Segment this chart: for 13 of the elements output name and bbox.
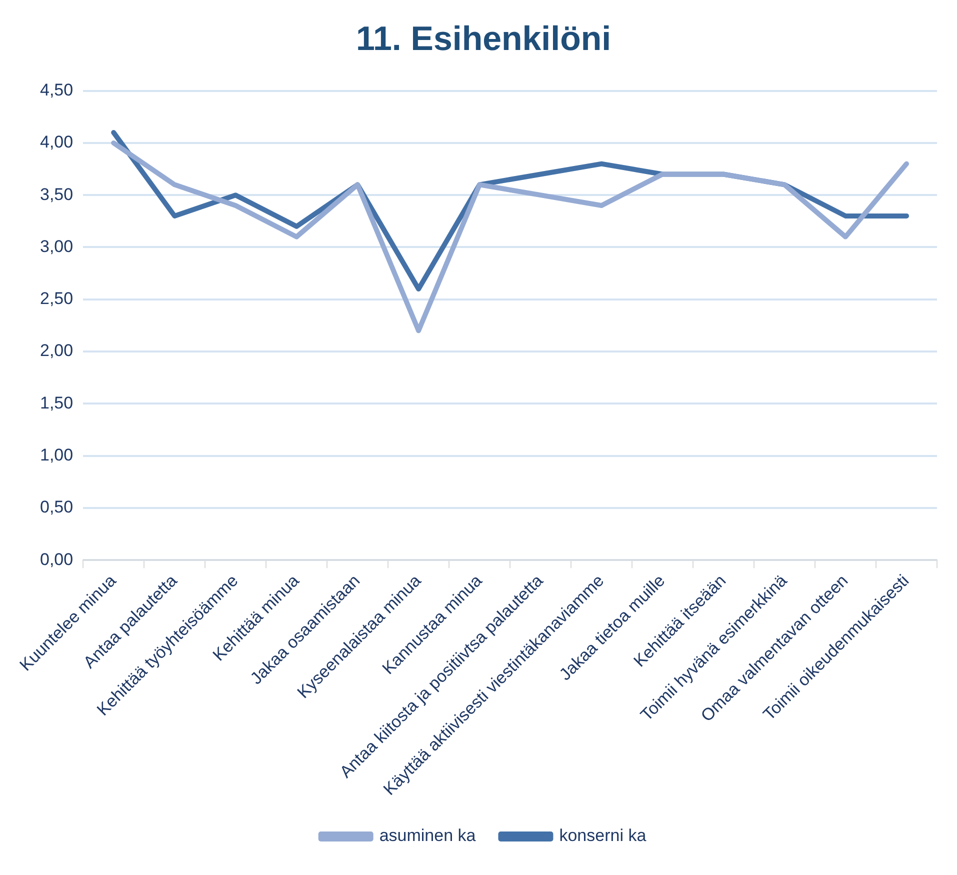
y-tick-label: 1,00 xyxy=(40,446,74,465)
y-tick-label: 4,00 xyxy=(40,132,74,152)
y-tick-label: 0,50 xyxy=(40,498,74,517)
legend-label: konserni ka xyxy=(559,826,647,846)
y-tick-label: 3,50 xyxy=(40,184,74,204)
y-tick-label: 2,50 xyxy=(40,289,74,308)
chart-title: 11. Esihenkilöni xyxy=(356,20,612,58)
y-tick-label: 4,50 xyxy=(40,80,74,100)
y-tick-label: 1,50 xyxy=(40,393,74,412)
legend-label: asuminen ka xyxy=(379,826,476,846)
y-tick-label: 2,00 xyxy=(40,341,74,360)
y-tick-label: 0,00 xyxy=(40,550,74,569)
y-tick-label: 3,00 xyxy=(40,236,74,256)
